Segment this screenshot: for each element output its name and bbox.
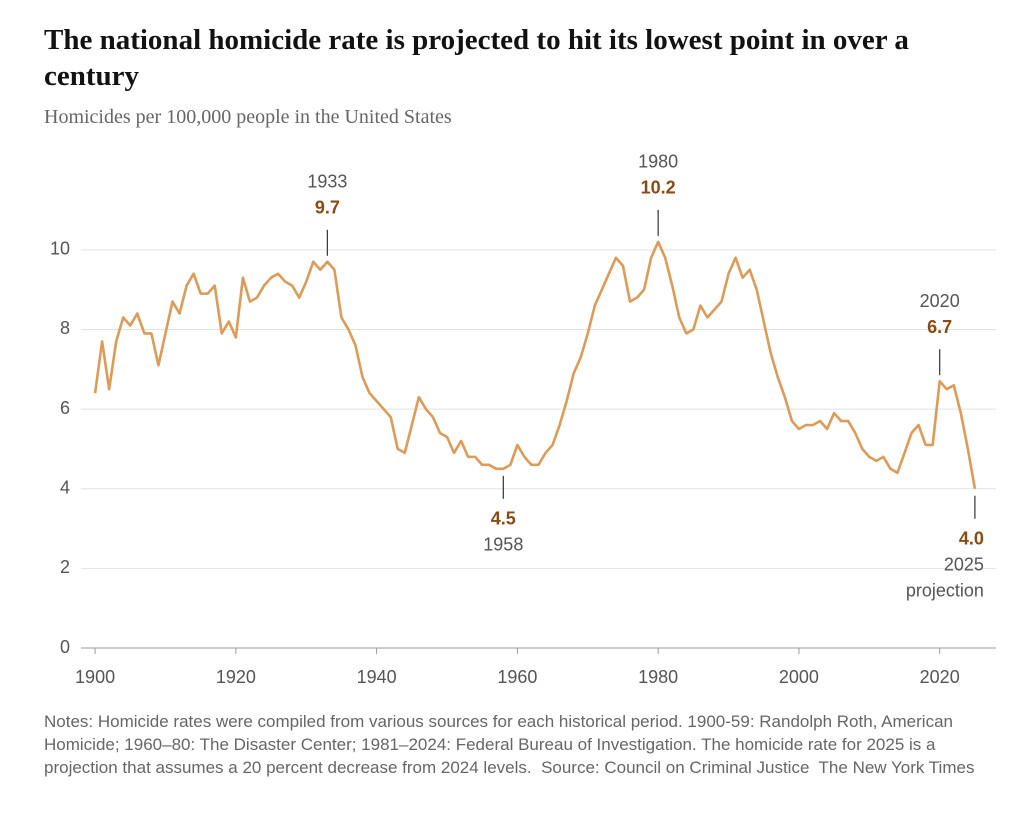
chart-title: The national homicide rate is projected … [44,24,909,92]
data-line [93,240,977,489]
annotation-value: 4.5 [491,509,516,529]
annotation-year: 2025 [944,554,984,574]
credit: The New York Times [818,758,975,777]
y-tick-label: 6 [60,398,70,418]
annotation-value: 6.7 [927,317,952,337]
source: Source: Council on Criminal Justice [541,758,810,777]
y-tick-label: 0 [60,637,70,657]
y-tick-label: 4 [60,477,70,497]
chart: 0 2 4 6 8 10 1900 1920 1940 1960 1980 2000 2020 9.7 19… [50,152,996,687]
y-tick-label: 10 [50,239,70,259]
annotation-note: projection [906,580,984,600]
annotation-value: 9.7 [315,198,340,218]
chart-subtitle: Homicides per 100,000 people in the Unit… [44,106,452,128]
annotation-value: 4.0 [959,528,984,548]
x-tick-label: 1940 [357,667,397,687]
y-tick-label: 2 [60,557,70,577]
annotation-value: 10.2 [641,178,676,198]
x-tick-label: 1980 [638,667,678,687]
x-tick-label: 2000 [779,667,819,687]
y-tick-label: 8 [60,318,70,338]
x-tick-label: 1960 [497,667,537,687]
annotation-year: 2020 [920,291,960,311]
x-tick-label: 2020 [920,667,960,687]
x-tick-label: 1920 [216,667,256,687]
annotation-year: 1958 [483,535,523,555]
notes: Notes: Homicide rates were compiled from… [44,710,994,779]
annotation-year: 1933 [307,172,347,192]
annotation-year: 1980 [638,152,678,172]
notes-text: Notes: Homicide rates were compiled from… [44,712,953,777]
x-tick-label: 1900 [75,667,115,687]
